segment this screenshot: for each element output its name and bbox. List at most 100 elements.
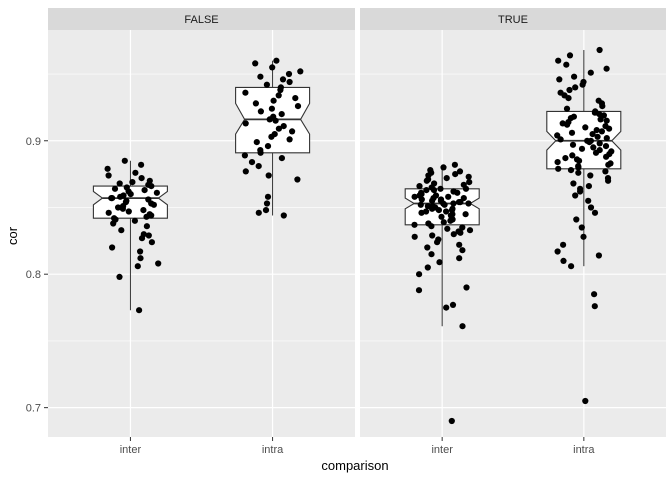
data-point xyxy=(262,207,270,214)
data-point xyxy=(566,86,573,94)
data-point xyxy=(121,157,128,164)
data-point xyxy=(140,231,147,238)
data-point xyxy=(429,203,436,210)
data-point xyxy=(104,165,111,172)
data-point xyxy=(459,323,466,330)
data-point xyxy=(275,125,282,132)
data-point xyxy=(455,199,463,206)
data-point xyxy=(146,211,153,218)
y-tick-label: 0.9 xyxy=(26,136,41,148)
data-point xyxy=(559,120,566,127)
data-point xyxy=(460,181,467,188)
data-point xyxy=(455,228,462,235)
data-point xyxy=(111,215,118,222)
data-point xyxy=(425,220,432,227)
box-group-intra xyxy=(235,57,311,219)
data-point xyxy=(440,219,447,226)
data-point xyxy=(563,61,570,68)
data-point xyxy=(608,148,615,155)
data-point xyxy=(255,209,262,216)
data-point xyxy=(241,152,248,159)
data-point xyxy=(567,167,575,174)
data-point xyxy=(456,168,464,175)
data-point xyxy=(575,163,582,170)
data-point xyxy=(138,175,145,182)
data-point xyxy=(443,208,450,215)
data-point xyxy=(603,65,610,72)
data-point xyxy=(459,224,466,231)
data-point xyxy=(578,145,586,152)
data-point xyxy=(424,244,431,251)
data-point xyxy=(118,227,125,234)
x-axis: inter intra inter intra xyxy=(120,437,595,456)
data-point xyxy=(270,113,277,120)
data-point xyxy=(555,165,562,172)
data-point xyxy=(286,136,293,143)
data-point xyxy=(252,100,259,107)
data-point xyxy=(571,73,578,80)
data-point xyxy=(137,255,144,262)
data-point xyxy=(435,236,442,243)
data-point xyxy=(129,179,136,186)
data-point xyxy=(145,232,152,239)
data-point xyxy=(444,225,451,232)
data-point xyxy=(269,64,276,71)
data-point xyxy=(136,307,143,314)
data-point xyxy=(604,175,612,182)
data-point xyxy=(280,123,287,130)
data-point xyxy=(415,287,423,294)
data-point xyxy=(585,197,592,204)
data-point xyxy=(257,108,264,115)
facet-strip xyxy=(48,8,355,30)
data-point xyxy=(257,147,264,154)
data-point xyxy=(418,189,425,196)
data-point xyxy=(432,192,440,199)
x-tick-label: intra xyxy=(573,444,595,456)
data-point xyxy=(131,217,138,224)
notched-box xyxy=(92,185,168,219)
data-point xyxy=(123,184,130,191)
data-point xyxy=(554,248,561,255)
data-point xyxy=(431,180,438,187)
data-point xyxy=(448,417,455,425)
data-point xyxy=(443,304,450,311)
data-point xyxy=(593,127,600,134)
data-point xyxy=(449,205,456,212)
data-point xyxy=(450,200,457,207)
facet-panel-false: FALSE xyxy=(48,8,355,437)
data-point xyxy=(411,233,418,240)
data-point xyxy=(294,176,301,183)
data-point xyxy=(562,155,569,162)
data-point xyxy=(580,78,587,86)
data-point xyxy=(278,155,285,162)
data-point xyxy=(105,172,112,179)
facet-panels: FALSE TRUE xyxy=(48,8,666,437)
box-group-inter xyxy=(92,157,168,314)
data-point xyxy=(257,73,264,80)
data-point xyxy=(466,227,474,234)
data-point xyxy=(587,69,594,76)
data-point xyxy=(423,187,430,194)
data-point xyxy=(138,161,145,168)
data-point xyxy=(572,192,579,199)
data-point xyxy=(456,255,463,262)
data-point xyxy=(602,168,609,175)
data-point xyxy=(570,180,577,187)
data-point xyxy=(573,156,581,163)
data-point xyxy=(279,76,287,83)
data-point xyxy=(297,68,304,75)
data-point xyxy=(582,397,589,405)
data-point xyxy=(589,131,596,138)
x-tick-label: intra xyxy=(262,444,284,456)
data-point xyxy=(563,105,571,112)
data-point xyxy=(462,211,469,218)
data-point xyxy=(557,89,564,96)
x-axis-title: comparison xyxy=(321,458,388,473)
data-point xyxy=(449,301,457,308)
data-point xyxy=(437,196,445,203)
facet-strip xyxy=(360,8,666,30)
data-point xyxy=(411,193,418,200)
data-point xyxy=(263,81,270,88)
data-point xyxy=(587,204,595,211)
